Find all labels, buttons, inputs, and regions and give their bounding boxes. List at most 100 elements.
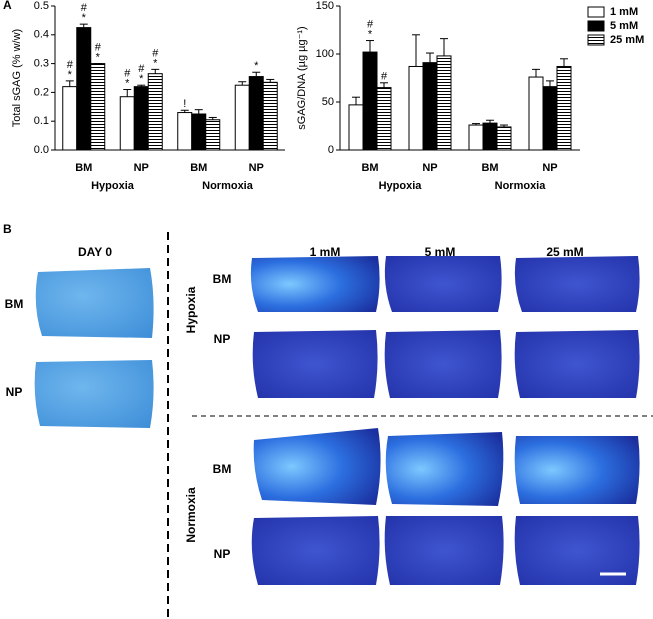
row-label: BM — [213, 272, 232, 286]
significance-marker: # — [124, 67, 131, 79]
bar — [62, 86, 78, 151]
group-label: Hypoxia — [91, 180, 135, 192]
y-tick-label: 0 — [328, 144, 334, 156]
bar — [528, 76, 544, 151]
column-label: 5 mM — [425, 245, 456, 259]
tissue-image — [384, 516, 504, 585]
x-tick-label: NP — [422, 162, 437, 174]
x-tick-label: NP — [249, 162, 264, 174]
bar — [496, 126, 512, 151]
x-tick-label: BM — [481, 162, 498, 174]
significance-marker: * — [82, 12, 87, 24]
tissue-image — [514, 516, 640, 585]
y-tick-label: 0.4 — [34, 29, 49, 41]
legend-label: 1 mM — [610, 6, 638, 18]
significance-marker: * — [139, 73, 144, 85]
row-label: NP — [214, 332, 231, 346]
tissue-image — [34, 360, 154, 428]
y-axis-label: Total sGAG (% w/w) — [11, 29, 23, 127]
bar — [348, 104, 364, 151]
bar — [177, 112, 193, 151]
tissue-images — [250, 256, 640, 585]
tissue-image — [250, 256, 380, 312]
tissue-image — [251, 516, 380, 585]
row-label: BM — [5, 297, 24, 311]
significance-marker: # — [381, 71, 388, 83]
tissue-image — [384, 330, 502, 398]
x-tick-label: NP — [134, 162, 149, 174]
bar — [542, 86, 558, 151]
significance-marker: # — [95, 42, 102, 54]
x-tick-label: NP — [542, 162, 557, 174]
tissue-image — [385, 432, 504, 506]
bar — [262, 81, 278, 151]
significance-marker: * — [368, 28, 373, 40]
bar — [133, 86, 149, 151]
bar — [248, 76, 264, 151]
y-tick-label: 0.2 — [34, 86, 49, 98]
x-tick-label: BM — [190, 162, 207, 174]
row-label: NP — [6, 385, 23, 399]
group-label: Normoxia — [495, 180, 547, 192]
bar — [468, 124, 484, 151]
bar — [205, 119, 221, 151]
legend-label: 25 mM — [610, 34, 644, 46]
tissue-image — [384, 256, 502, 312]
bar — [191, 113, 207, 151]
column-label: 1 mM — [310, 245, 341, 259]
bar — [76, 27, 92, 151]
bar — [90, 63, 106, 151]
legend-swatch — [587, 6, 605, 18]
significance-marker: ! — [183, 98, 186, 110]
significance-marker: # — [81, 2, 88, 14]
bar — [482, 122, 498, 151]
bar — [234, 84, 250, 151]
panel-label: A — [3, 0, 12, 12]
y-tick-label: 100 — [316, 48, 334, 60]
y-tick-label: 50 — [322, 96, 334, 108]
significance-marker: # — [138, 63, 145, 75]
significance-marker: # — [367, 18, 374, 30]
bar — [422, 62, 438, 151]
column-label: 25 mM — [546, 245, 583, 259]
bar — [408, 65, 424, 151]
day0-title: DAY 0 — [78, 245, 112, 259]
condition-label: Hypoxia — [184, 286, 198, 333]
y-tick-label: 150 — [316, 0, 334, 12]
y-tick-label: 0.5 — [34, 0, 49, 12]
tissue-image — [514, 436, 640, 504]
legend-swatch — [587, 34, 605, 46]
group-label: Normoxia — [202, 180, 254, 192]
x-tick-label: BM — [361, 162, 378, 174]
bar — [147, 73, 163, 151]
bar — [556, 65, 572, 151]
significance-marker: * — [125, 77, 130, 89]
y-tick-label: 0.3 — [34, 58, 49, 70]
bar — [119, 96, 135, 151]
row-label: NP — [214, 547, 231, 561]
panel-label: B — [3, 222, 12, 236]
x-tick-label: BM — [75, 162, 92, 174]
bar — [376, 87, 392, 151]
legend-label: 5 mM — [610, 20, 638, 32]
y-axis-label: sGAG/DNA (µg µg⁻¹) — [296, 26, 308, 129]
tissue-image — [253, 428, 381, 505]
significance-marker: * — [254, 60, 259, 72]
significance-marker: * — [96, 52, 101, 64]
significance-marker: # — [67, 59, 74, 71]
significance-marker: * — [153, 57, 158, 69]
legend-swatch — [587, 20, 605, 32]
y-tick-label: 0.1 — [34, 115, 49, 127]
row-label: BM — [213, 462, 232, 476]
condition-label: Normoxia — [184, 487, 198, 543]
bar — [362, 51, 378, 151]
tissue-image — [35, 268, 154, 338]
tissue-image — [514, 330, 640, 398]
y-tick-label: 0.0 — [34, 144, 49, 156]
group-label: Hypoxia — [379, 180, 423, 192]
significance-marker: * — [68, 69, 73, 81]
bar — [436, 55, 452, 151]
tissue-image — [252, 330, 378, 398]
